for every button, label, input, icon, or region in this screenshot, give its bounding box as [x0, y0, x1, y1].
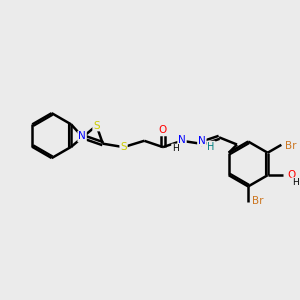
- Text: H: H: [207, 142, 215, 152]
- Text: S: S: [120, 142, 127, 152]
- Text: Br: Br: [252, 196, 263, 206]
- Text: H: H: [172, 144, 179, 153]
- Text: N: N: [78, 131, 86, 142]
- Text: N: N: [178, 135, 186, 145]
- Text: N: N: [198, 136, 206, 146]
- Text: Br: Br: [285, 141, 296, 151]
- Text: H: H: [292, 178, 299, 187]
- Text: S: S: [93, 121, 100, 130]
- Text: O: O: [287, 170, 295, 180]
- Text: O: O: [159, 125, 167, 135]
